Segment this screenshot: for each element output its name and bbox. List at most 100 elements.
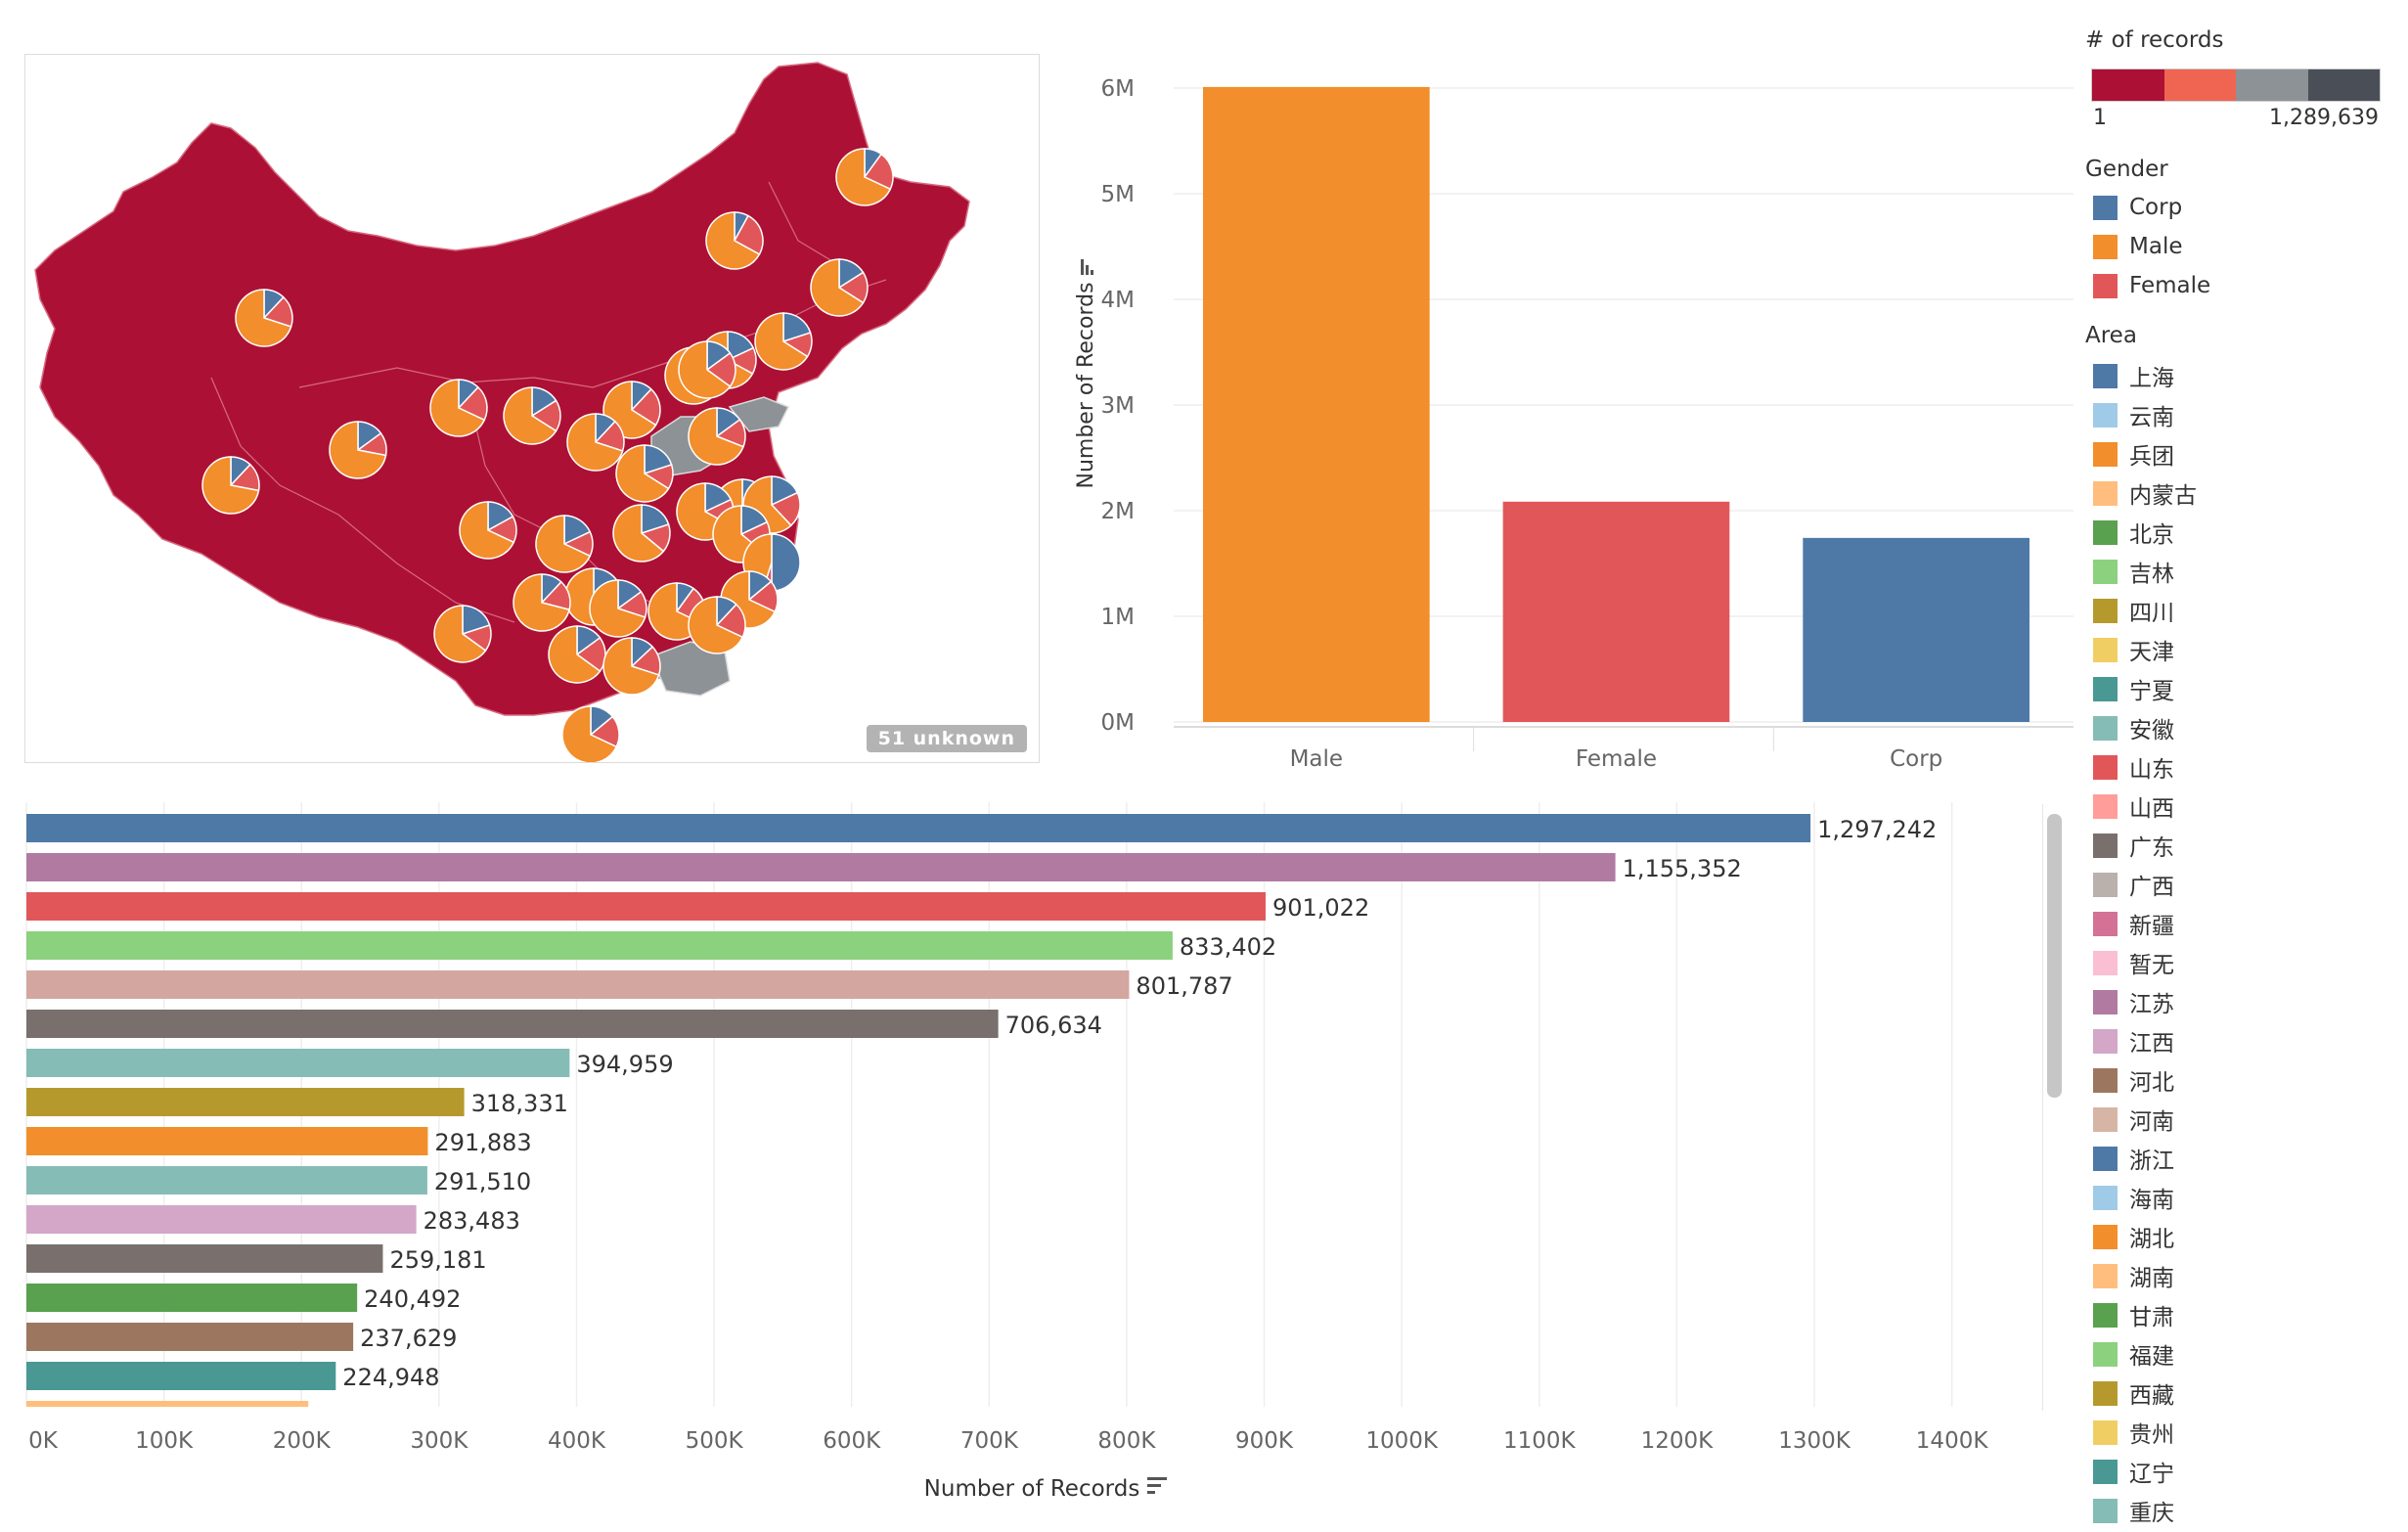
area-legend-item[interactable]: 新疆 [2093,908,2174,939]
gender-legend-item[interactable]: Corp [2093,192,2182,223]
area-legend-item[interactable]: 河北 [2093,1064,2174,1096]
records-ramp-step [2236,69,2308,101]
map-region-gray-south[interactable] [650,641,731,697]
map-pie-1[interactable] [201,456,260,515]
records-color-ramp[interactable] [2091,68,2381,102]
map-pie-5[interactable] [705,211,764,270]
area-legend-label: 贵州 [2129,1422,2174,1448]
area-legend-item[interactable]: 广西 [2093,869,2174,900]
area-legend-item[interactable]: 宁夏 [2093,673,2174,704]
map-pie-15[interactable] [615,444,674,503]
area-legend-item[interactable]: 四川 [2093,595,2174,626]
gender-bar-corp[interactable] [1803,537,2029,722]
legend-panel: # of records 1 1,289,639 Gender Corp Male… [2083,0,2408,1528]
map-pie-13[interactable] [566,413,625,472]
gender-bar-female[interactable] [1502,501,1730,722]
map-pie-21[interactable] [612,504,671,563]
map-pie-31[interactable] [548,625,606,684]
area-legend-item[interactable]: 西藏 [2093,1377,2174,1409]
area-bar[interactable] [26,1166,427,1194]
map-country-region[interactable] [34,62,970,716]
area-legend-item[interactable]: 河南 [2093,1104,2174,1135]
area-bar[interactable] [26,1362,336,1390]
map-pie-slice-male [503,386,557,445]
area-bar[interactable] [26,1049,570,1077]
area-bar[interactable] [26,1244,383,1273]
area-legend-item[interactable]: 辽宁 [2093,1456,2174,1487]
area-bar[interactable] [26,1127,428,1155]
map-pie-3[interactable] [429,379,488,437]
map-pie-19[interactable] [459,501,517,560]
map-pie-0[interactable] [235,289,293,347]
area-legend-item[interactable]: 浙江 [2093,1143,2174,1174]
area-legend-label: 四川 [2129,601,2174,626]
area-legend-swatch [2093,1419,2118,1445]
records-ramp-step [2163,69,2236,101]
map-region-gray-coast[interactable] [728,396,790,432]
area-legend-swatch [2093,1224,2118,1249]
area-legend-item[interactable]: 暂无 [2093,947,2174,978]
area-legend-label: 上海 [2129,366,2174,391]
area-legend-item[interactable]: 云南 [2093,399,2174,430]
area-legend-item[interactable]: 吉林 [2093,556,2174,587]
area-legend-item[interactable]: 广东 [2093,830,2174,861]
area-bar[interactable] [26,892,1266,921]
area-bar[interactable] [26,931,1173,960]
gender-legend-item[interactable]: Female [2093,270,2210,301]
map-pie-14[interactable] [688,407,746,466]
area-legend-item[interactable]: 江苏 [2093,986,2174,1017]
area-bar[interactable] [26,1205,417,1234]
area-legend-item[interactable]: 湖南 [2093,1260,2174,1291]
unknown-locations-badge[interactable]: 51 unknown [866,725,1027,752]
gender-bar-male[interactable] [1203,86,1430,723]
area-bar[interactable] [26,853,1616,881]
area-bar[interactable] [26,970,1130,999]
area-legend-item[interactable]: 重庆 [2093,1495,2174,1526]
area-legend-swatch [2093,950,2118,975]
gender-legend-item[interactable]: Male [2093,231,2182,262]
map-pie-slice-male [612,504,665,563]
map-pie-29[interactable] [688,596,746,654]
map-pie-6[interactable] [810,258,869,317]
area-legend-label: 吉林 [2129,562,2174,587]
map-pie-10[interactable] [678,340,736,399]
area-x-tick: 0K [28,1428,59,1454]
area-legend-item[interactable]: 湖北 [2093,1221,2174,1252]
area-bar[interactable] [26,1323,354,1351]
map-pie-2[interactable] [329,421,387,479]
area-legend-item[interactable]: 甘肃 [2093,1299,2174,1330]
map-pie-4[interactable] [835,148,894,206]
area-bar-label: 291,883 [434,1129,531,1156]
area-legend-label: 湖南 [2129,1266,2174,1291]
area-legend-item[interactable]: 安徽 [2093,712,2174,743]
area-bar[interactable] [26,1284,358,1312]
area-legend-item[interactable]: 江西 [2093,1025,2174,1057]
area-legend-item[interactable]: 上海 [2093,360,2174,391]
map-pie-32[interactable] [602,637,661,696]
map-pie-26[interactable] [513,573,571,632]
area-legend-item[interactable]: 海南 [2093,1182,2174,1213]
area-chart-scrollbar[interactable] [2047,814,2062,1098]
map-pie-30[interactable] [433,605,492,663]
area-legend-item[interactable]: 山西 [2093,790,2174,822]
area-x-tick: 1000K [1365,1428,1439,1454]
area-bar[interactable] [26,1088,465,1116]
area-legend-item[interactable]: 山东 [2093,751,2174,783]
area-legend-item[interactable]: 福建 [2093,1338,2174,1370]
area-x-tick: 600K [823,1428,881,1454]
area-bar[interactable] [26,814,1811,842]
area-legend-item[interactable]: 贵州 [2093,1417,2174,1448]
area-bar[interactable] [26,1401,309,1429]
area-legend-item[interactable]: 北京 [2093,517,2174,548]
map-pie-7[interactable] [754,312,813,371]
sort-icon[interactable] [1081,259,1093,275]
map-pie-20[interactable] [535,515,594,573]
area-legend-item[interactable]: 天津 [2093,634,2174,665]
sort-descending-icon[interactable] [1147,1477,1167,1494]
map-pie-27[interactable] [589,579,647,638]
area-bar[interactable] [26,1010,999,1038]
area-legend-item[interactable]: 兵团 [2093,438,2174,470]
map-pie-12[interactable] [503,386,561,445]
area-legend-item[interactable]: 内蒙古 [2093,477,2197,509]
map-pie-33[interactable] [561,705,620,762]
